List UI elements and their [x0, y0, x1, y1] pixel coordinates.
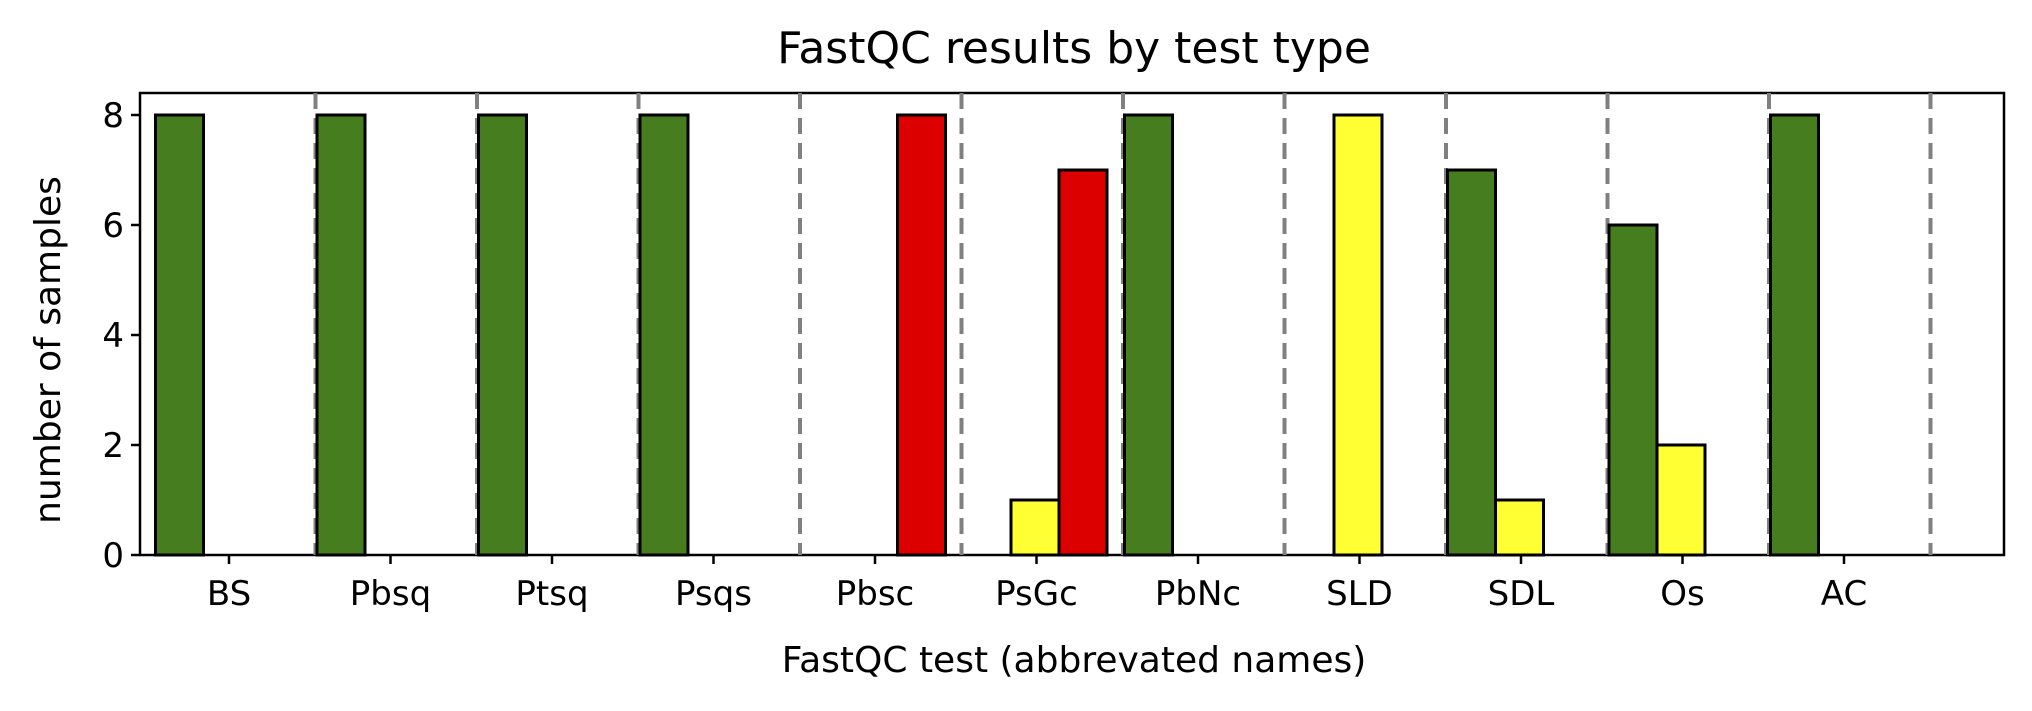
x-tick-label: Ptsq: [515, 574, 588, 614]
x-axis-label: FastQC test (abbrevated names): [782, 640, 1367, 681]
x-tick-label: SLD: [1326, 574, 1393, 614]
y-tick-label: 8: [102, 96, 124, 136]
x-tick-label: PbNc: [1155, 574, 1241, 614]
x-tick-label: BS: [207, 574, 251, 614]
x-tick-label: Pbsc: [836, 574, 915, 614]
bar-ac-s1: [1769, 113, 1820, 557]
bar-pbnc-s1: [1123, 113, 1174, 557]
x-tick-label: SDL: [1488, 574, 1555, 614]
x-tick-label: Pbsq: [350, 574, 431, 614]
bar-bs-s1: [154, 113, 205, 557]
x-tick-label: Psqs: [675, 574, 752, 614]
bar-psgc-s2: [1009, 498, 1061, 557]
bar-sdl-s2: [1494, 498, 1545, 557]
y-axis-label: number of samples: [28, 176, 69, 524]
x-tick-label: Os: [1660, 574, 1704, 614]
chart-title: FastQC results by test type: [777, 23, 1371, 74]
y-tick-label: 6: [102, 206, 124, 246]
bar-ptsq-s1: [477, 113, 528, 557]
bar-pbsq-s1: [315, 113, 367, 557]
x-tick-label: PsGc: [995, 574, 1078, 614]
plot-area: 0 2 4 6 8 BS Pbsq Ptsq Psqs Pbsc PsGc PbNc SLD SDL Os A…: [102, 91, 2006, 614]
bar-os-s1: [1607, 223, 1659, 557]
y-tick-label: 2: [102, 426, 124, 466]
bar-os-s2: [1655, 443, 1707, 557]
y-tick-label: 4: [102, 316, 124, 356]
bar-sdl-s1: [1446, 168, 1497, 557]
x-tick-label: AC: [1821, 574, 1867, 614]
y-tick-label: 0: [102, 536, 124, 576]
bar-psqs-s1: [638, 113, 690, 557]
bar-sld-s2: [1332, 113, 1384, 557]
bar-pbsc-s3: [896, 113, 947, 557]
bar-psgc-s3: [1057, 168, 1109, 557]
